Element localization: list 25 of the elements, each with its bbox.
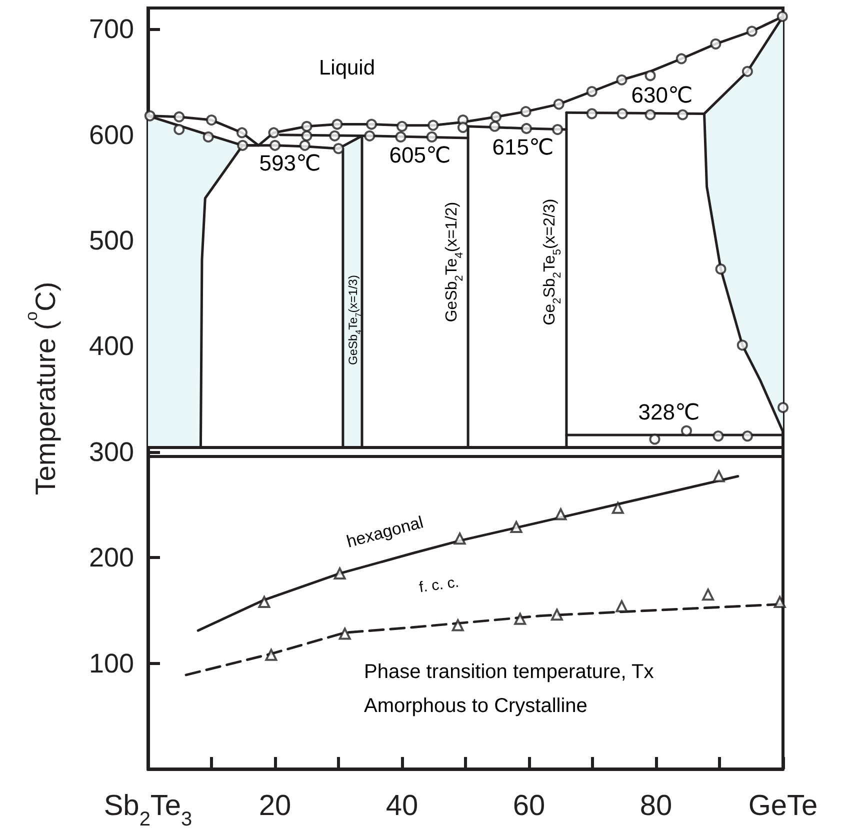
annotation: 328℃ — [638, 400, 700, 424]
y-tick-label: 300 — [88, 436, 134, 467]
y-tick-label: 200 — [88, 542, 134, 573]
annotation: Amorphous to Crystalline — [364, 695, 588, 717]
annotation: 630℃ — [631, 82, 693, 108]
annotation: f. c. c. — [418, 574, 460, 596]
x-tick-label: 20 — [258, 790, 292, 822]
x-tick-label: 60 — [512, 790, 546, 822]
y-tick-label: 600 — [88, 120, 134, 150]
x-tick-label: 40 — [386, 790, 418, 822]
annotation: Phase transition temperature, Tx — [364, 661, 654, 683]
y-tick-label: 400 — [88, 331, 134, 362]
annotation: Ge2Sb2Te5(x=2/3) — [542, 198, 564, 326]
annotation: Liquid — [318, 56, 376, 80]
annotation: GeSb4Te7(x=1/3) — [346, 275, 364, 365]
x-tick-label: 80 — [640, 790, 672, 822]
y-axis-title: Temperature (oC) — [22, 282, 62, 496]
annotation: 593℃ — [259, 150, 321, 176]
y-tick-label: 500 — [88, 226, 134, 256]
y-tick-label: 700 — [88, 14, 134, 44]
y-tick-label: 100 — [88, 648, 134, 678]
annotation: 605℃ — [389, 142, 451, 168]
annotation: GeSb2Te4(x=1/2) — [444, 202, 466, 322]
annotation: 615℃ — [492, 134, 554, 160]
x-tick-label: GeTe — [748, 790, 818, 822]
